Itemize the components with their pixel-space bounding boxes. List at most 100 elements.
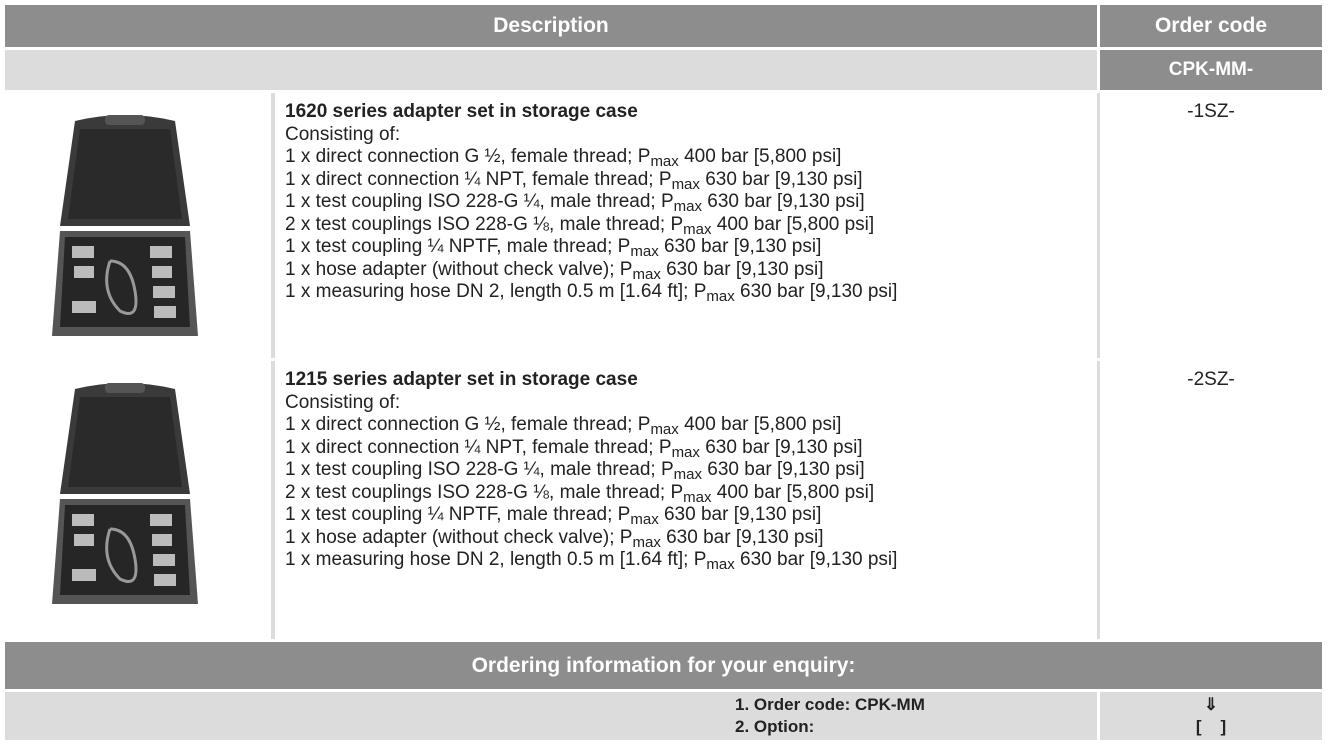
item-text: 2 x test couplings ISO 228-G ⅛, male thr… — [285, 481, 666, 503]
item-rating: 630 bar [9,130 psi] — [666, 258, 824, 280]
item-rating: 630 bar [9,130 psi] — [740, 281, 898, 302]
pmax-symbol: P — [660, 191, 674, 212]
pmax-symbol: P — [617, 504, 631, 525]
item-rating: 630 bar [9,130 psi] — [705, 436, 863, 458]
step: 2. Option: — [735, 717, 815, 736]
product-title: 1620 series adapter set in storage case — [285, 101, 638, 122]
item-line: 1 x direct connection G ½, female thread… — [285, 414, 1087, 437]
item-text: 1 x direct connection ¼ NPT, female thre… — [285, 436, 654, 458]
item-rating: 630 bar [9,130 psi] — [663, 236, 822, 257]
pmax-subscript: max — [673, 198, 703, 215]
item-rating: 630 bar [9,130 psi] — [707, 459, 865, 480]
item-rating: 400 bar [5,800 psi] — [684, 414, 842, 435]
item-text: 1 x hose adapter (without check valve); — [285, 258, 615, 280]
pmax-subscript: max — [683, 488, 712, 506]
item-rating: 630 bar [9,130 psi] — [663, 504, 822, 525]
pmax-subscript: max — [632, 533, 661, 551]
header-cell: Order code — [1100, 5, 1322, 47]
item-text: 2 x test couplings ISO 228-G ⅛, male thr… — [285, 213, 666, 235]
item-line: 1 x test coupling ¼ NPTF, male thread; P… — [285, 236, 1087, 259]
header-description: Description — [493, 14, 609, 37]
item-line: 1 x direct connection G ½, female thread… — [285, 146, 1087, 169]
pmax-subscript: max — [671, 443, 700, 461]
item-line: 1 x direct connection ¼ NPT, female thre… — [285, 169, 1087, 192]
header-order-code: Order code — [1154, 14, 1268, 37]
item-line: 1 x hose adapter (without check valve); … — [285, 259, 1087, 282]
pmax-symbol: P — [637, 146, 651, 167]
product-title: 1215 series adapter set in storage case — [285, 369, 638, 390]
pmax-subscript: max — [630, 511, 659, 528]
item-text: 1 x direct connection G ½, female thread… — [285, 146, 633, 167]
item-line: 1 x test coupling ¼ NPTF, male thread; P… — [285, 504, 1087, 527]
item-rating: 400 bar [5,800 psi] — [716, 213, 875, 235]
item-text: 1 x test coupling ¼ NPTF, male thread; — [285, 236, 613, 257]
pmax-symbol: P — [619, 526, 633, 548]
item-line: 1 x direct connection ¼ NPT, female thre… — [285, 437, 1087, 460]
code-prefix: CPK-MM- — [1168, 59, 1254, 80]
case-image — [52, 383, 198, 604]
description-cell: 1215 series adapter set in storage case C… — [275, 361, 1097, 639]
ordering-option: ⇓ [ ] — [1100, 692, 1322, 740]
pmax-symbol: P — [660, 459, 674, 480]
item-rating: 630 bar [9,130 psi] — [740, 549, 898, 570]
pmax-subscript: max — [630, 243, 659, 260]
item-line: 2 x test couplings ISO 228-G ⅛, male thr… — [285, 214, 1087, 237]
pmax-subscript: max — [706, 556, 735, 573]
item-line: 2 x test couplings ISO 228-G ⅛, male thr… — [285, 482, 1087, 505]
image-cell — [5, 93, 275, 358]
item-text: 1 x test coupling ISO 228-G ¼, male thre… — [285, 459, 656, 480]
pmax-symbol: P — [658, 168, 672, 190]
item-text: 1 x test coupling ¼ NPTF, male thread; — [285, 504, 613, 525]
pmax-subscript: max — [706, 288, 735, 305]
item-text: 1 x measuring hose DN 2, length 0.5 m [1… — [285, 281, 689, 302]
option-box: [ ] — [1195, 717, 1227, 736]
ordering-header: Ordering information for your enquiry: — [5, 642, 1322, 689]
code-cell: -2SZ- — [1097, 361, 1322, 639]
pmax-subscript: max — [632, 265, 661, 283]
pmax-symbol: P — [658, 436, 672, 458]
item-rating: 630 bar [9,130 psi] — [707, 191, 865, 212]
description-cell: 1620 series adapter set in storage case C… — [275, 93, 1097, 358]
pmax-subscript: max — [683, 220, 712, 238]
pmax-subscript: max — [671, 175, 700, 193]
pmax-subscript: max — [673, 466, 703, 483]
pmax-symbol: P — [693, 281, 707, 302]
header-cell: Description — [5, 5, 1097, 47]
item-text: 1 x measuring hose DN 2, length 0.5 m [1… — [285, 549, 689, 570]
pmax-subscript: max — [650, 421, 679, 438]
order-code: -2SZ- — [1187, 369, 1235, 390]
item-text: 1 x direct connection ¼ NPT, female thre… — [285, 168, 654, 190]
item-text: 1 x direct connection G ½, female thread… — [285, 414, 633, 435]
pmax-symbol: P — [619, 258, 633, 280]
code-cell: -1SZ- — [1097, 93, 1322, 358]
item-line: 1 x measuring hose DN 2, length 0.5 m [1… — [285, 549, 1087, 572]
pmax-subscript: max — [650, 153, 679, 170]
item-rating: 400 bar [5,800 psi] — [716, 481, 875, 503]
case-image — [52, 115, 198, 336]
arrow: ⇓ — [1203, 695, 1219, 714]
item-rating: 630 bar [9,130 psi] — [705, 168, 863, 190]
subheader-cell: CPK-MM- — [1100, 50, 1322, 90]
pmax-symbol: P — [693, 549, 707, 570]
step: 1. Order code: CPK-MM — [735, 695, 925, 714]
intro: Consisting of: — [285, 123, 401, 145]
pmax-symbol: P — [670, 213, 684, 235]
subheader-cell — [5, 50, 1097, 90]
pmax-symbol: P — [670, 481, 684, 503]
item-rating: 630 bar [9,130 psi] — [666, 526, 824, 548]
image-cell — [5, 361, 275, 639]
order-code: -1SZ- — [1187, 101, 1235, 122]
ordering-title: Ordering information for your enquiry: — [471, 653, 856, 677]
item-line: 1 x test coupling ISO 228-G ¼, male thre… — [285, 459, 1087, 482]
item-text: 1 x hose adapter (without check valve); — [285, 526, 615, 548]
item-line: 1 x hose adapter (without check valve); … — [285, 527, 1087, 550]
pmax-symbol: P — [637, 414, 651, 435]
item-line: 1 x measuring hose DN 2, length 0.5 m [1… — [285, 281, 1087, 304]
item-line: 1 x test coupling ISO 228-G ¼, male thre… — [285, 191, 1087, 214]
ordering-steps: 1. Order code: CPK-MM 2. Option: — [5, 692, 1097, 740]
intro: Consisting of: — [285, 391, 401, 413]
pmax-symbol: P — [617, 236, 631, 257]
item-text: 1 x test coupling ISO 228-G ¼, male thre… — [285, 191, 656, 212]
item-rating: 400 bar [5,800 psi] — [684, 146, 842, 167]
